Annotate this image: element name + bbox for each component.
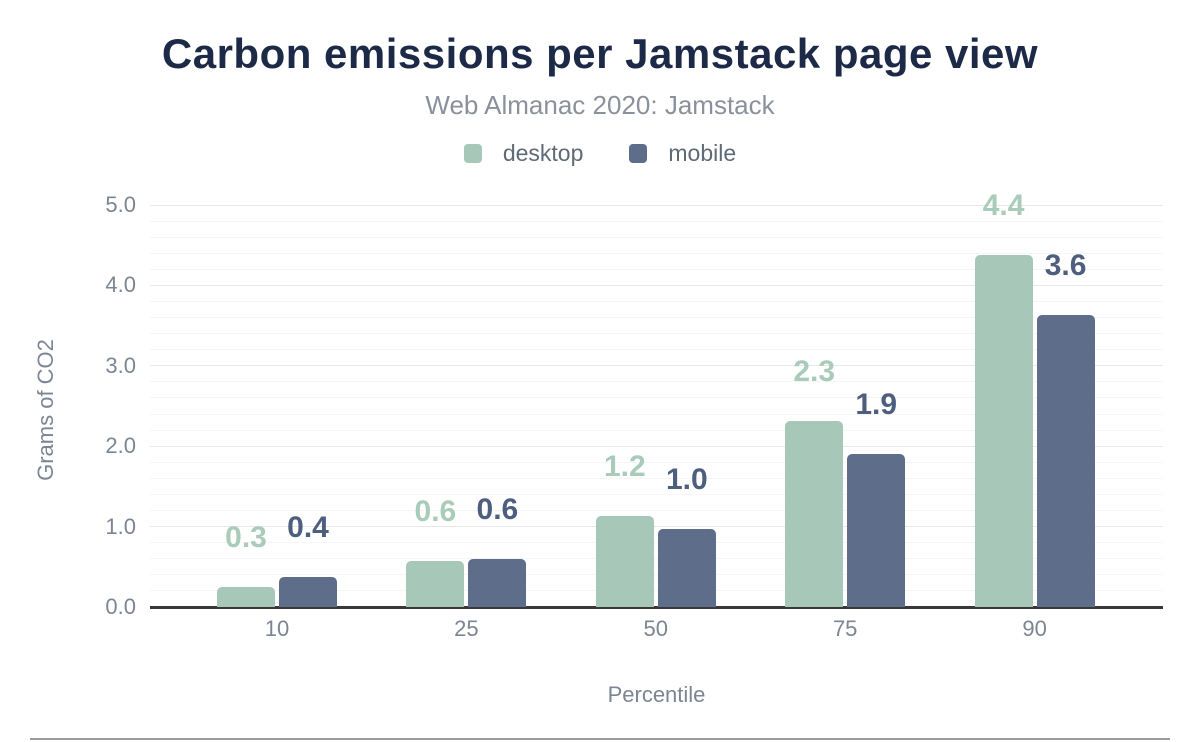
gridline-minor: [150, 220, 1163, 222]
x-tick-label: 75: [832, 616, 858, 641]
gridline-major: [150, 204, 1163, 206]
gridline-major: [150, 365, 1163, 367]
bar-value-label-desktop-p75: 2.3: [793, 355, 836, 388]
gridline-minor: [150, 333, 1163, 335]
plot-area: 0.3 0.6 1.2 2.3 4.4 0.4 0.6 1.0 1.9 3.6: [150, 191, 1163, 609]
x-tick-label: 10: [264, 616, 290, 641]
bar-desktop-p25[interactable]: [406, 561, 465, 607]
bar-value-label-mobile-p50: 1.0: [665, 463, 708, 496]
gridline-minor: [150, 574, 1163, 576]
bar-desktop-p90[interactable]: [974, 255, 1033, 607]
bar-desktop-p50[interactable]: [595, 516, 654, 607]
x-tick-label: 50: [643, 616, 669, 641]
bar-value-label-mobile-p90: 3.6: [1044, 249, 1087, 282]
y-tick-label: 5.0: [105, 192, 136, 217]
bar-mobile-p75[interactable]: [847, 454, 906, 607]
legend-swatch-desktop-icon: [463, 144, 482, 163]
bar-mobile-p25[interactable]: [468, 559, 527, 607]
gridline-minor: [150, 510, 1163, 512]
bar-desktop-p75[interactable]: [785, 421, 844, 607]
x-axis-line: [150, 606, 1163, 609]
bar-value-label-mobile-p25: 0.6: [476, 493, 519, 526]
bar-value-label-desktop-p90: 4.4: [982, 189, 1025, 222]
bottom-rule: [30, 738, 1170, 740]
y-tick-label: 0.0: [105, 594, 136, 619]
gridline-minor: [150, 493, 1163, 495]
legend: desktop mobile: [0, 140, 1200, 167]
chart-title: Carbon emissions per Jamstack page view: [161, 30, 1039, 77]
gridline-minor: [150, 477, 1163, 479]
bar-value-label-desktop-p50: 1.2: [603, 450, 646, 483]
gridline-minor: [150, 300, 1163, 302]
gridline-minor: [150, 397, 1163, 399]
gridline-minor: [150, 252, 1163, 254]
gridline-minor: [150, 236, 1163, 238]
bar-mobile-p50[interactable]: [657, 529, 716, 607]
gridline-major: [150, 526, 1163, 528]
bar-mobile-p10[interactable]: [279, 577, 337, 607]
gridline-minor: [150, 268, 1163, 270]
legend-label-mobile: mobile: [668, 140, 737, 166]
legend-label-desktop: desktop: [502, 140, 584, 166]
gridline-minor: [150, 317, 1163, 319]
chart-subtitle: Web Almanac 2020: Jamstack: [425, 90, 775, 120]
x-tick-label: 25: [454, 616, 479, 641]
gridline-minor: [150, 429, 1163, 431]
bar-value-label-mobile-p75: 1.9: [855, 388, 898, 421]
x-tick-label: 90: [1022, 616, 1047, 641]
y-tick-label: 1.0: [105, 513, 136, 539]
y-tick-label: 2.0: [105, 433, 136, 459]
gridline-minor: [150, 590, 1163, 592]
bar-desktop-p10[interactable]: [217, 587, 275, 607]
gridline-major: [150, 445, 1163, 447]
gridline-minor: [150, 413, 1163, 415]
y-tick-label: 4.0: [105, 272, 136, 298]
gridline-minor: [150, 461, 1163, 463]
y-tick-label: 3.0: [105, 352, 136, 378]
legend-item-desktop: desktop: [463, 140, 584, 167]
bar-value-label-desktop-p25: 0.6: [414, 495, 457, 528]
bar-value-label-desktop-p10: 0.3: [225, 521, 267, 554]
y-axis-title: Grams of CO2: [33, 339, 58, 481]
gridline-minor: [150, 542, 1163, 544]
x-axis-title: Percentile: [607, 682, 706, 707]
gridline-minor: [150, 349, 1163, 351]
gridline-minor: [150, 381, 1163, 383]
bar-value-label-mobile-p10: 0.4: [287, 511, 329, 544]
legend-item-mobile: mobile: [629, 140, 736, 167]
gridline-minor: [150, 558, 1163, 560]
bar-mobile-p90[interactable]: [1036, 315, 1095, 607]
gridline-major: [150, 284, 1163, 286]
legend-swatch-mobile-icon: [629, 144, 648, 163]
